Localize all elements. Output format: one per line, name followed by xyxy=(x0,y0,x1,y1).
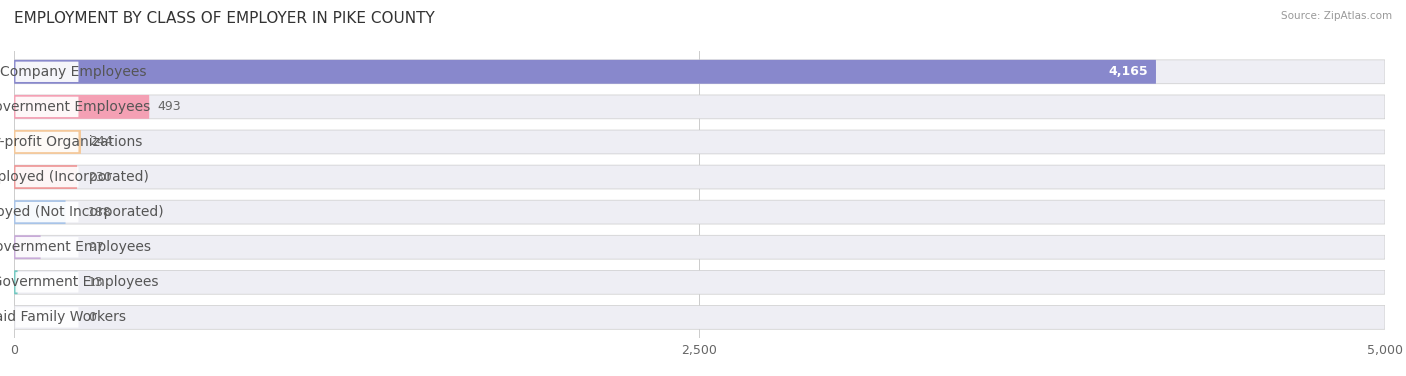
Text: Local Government Employees: Local Government Employees xyxy=(0,100,150,114)
Text: Self-Employed (Incorporated): Self-Employed (Incorporated) xyxy=(0,170,149,184)
FancyBboxPatch shape xyxy=(15,237,79,257)
Text: Private Company Employees: Private Company Employees xyxy=(0,65,146,79)
FancyBboxPatch shape xyxy=(14,60,1385,84)
FancyBboxPatch shape xyxy=(14,95,149,119)
Text: EMPLOYMENT BY CLASS OF EMPLOYER IN PIKE COUNTY: EMPLOYMENT BY CLASS OF EMPLOYER IN PIKE … xyxy=(14,11,434,26)
FancyBboxPatch shape xyxy=(14,130,82,154)
FancyBboxPatch shape xyxy=(14,130,1385,154)
Text: 188: 188 xyxy=(89,206,112,218)
Text: 493: 493 xyxy=(157,100,181,114)
FancyBboxPatch shape xyxy=(15,167,79,187)
FancyBboxPatch shape xyxy=(14,95,1385,119)
FancyBboxPatch shape xyxy=(14,165,77,189)
FancyBboxPatch shape xyxy=(15,272,79,293)
FancyBboxPatch shape xyxy=(15,132,79,152)
Text: Self-Employed (Not Incorporated): Self-Employed (Not Incorporated) xyxy=(0,205,163,219)
FancyBboxPatch shape xyxy=(14,305,1385,329)
FancyBboxPatch shape xyxy=(14,200,1385,224)
FancyBboxPatch shape xyxy=(15,62,79,82)
Text: Unpaid Family Workers: Unpaid Family Workers xyxy=(0,310,127,324)
Text: 97: 97 xyxy=(89,241,104,254)
FancyBboxPatch shape xyxy=(14,235,41,259)
Text: 230: 230 xyxy=(89,171,112,183)
FancyBboxPatch shape xyxy=(14,165,1385,189)
FancyBboxPatch shape xyxy=(14,270,18,294)
FancyBboxPatch shape xyxy=(15,307,79,327)
Text: 13: 13 xyxy=(89,276,104,289)
FancyBboxPatch shape xyxy=(14,270,1385,294)
FancyBboxPatch shape xyxy=(14,60,1156,84)
Text: Federal Government Employees: Federal Government Employees xyxy=(0,275,159,289)
Text: Source: ZipAtlas.com: Source: ZipAtlas.com xyxy=(1281,11,1392,21)
FancyBboxPatch shape xyxy=(14,200,66,224)
Text: State Government Employees: State Government Employees xyxy=(0,240,150,254)
FancyBboxPatch shape xyxy=(15,97,79,117)
Text: Not-for-profit Organizations: Not-for-profit Organizations xyxy=(0,135,142,149)
FancyBboxPatch shape xyxy=(15,202,79,222)
Text: 4,165: 4,165 xyxy=(1108,65,1147,78)
FancyBboxPatch shape xyxy=(14,235,1385,259)
Text: 0: 0 xyxy=(89,311,96,324)
Text: 244: 244 xyxy=(89,135,112,149)
